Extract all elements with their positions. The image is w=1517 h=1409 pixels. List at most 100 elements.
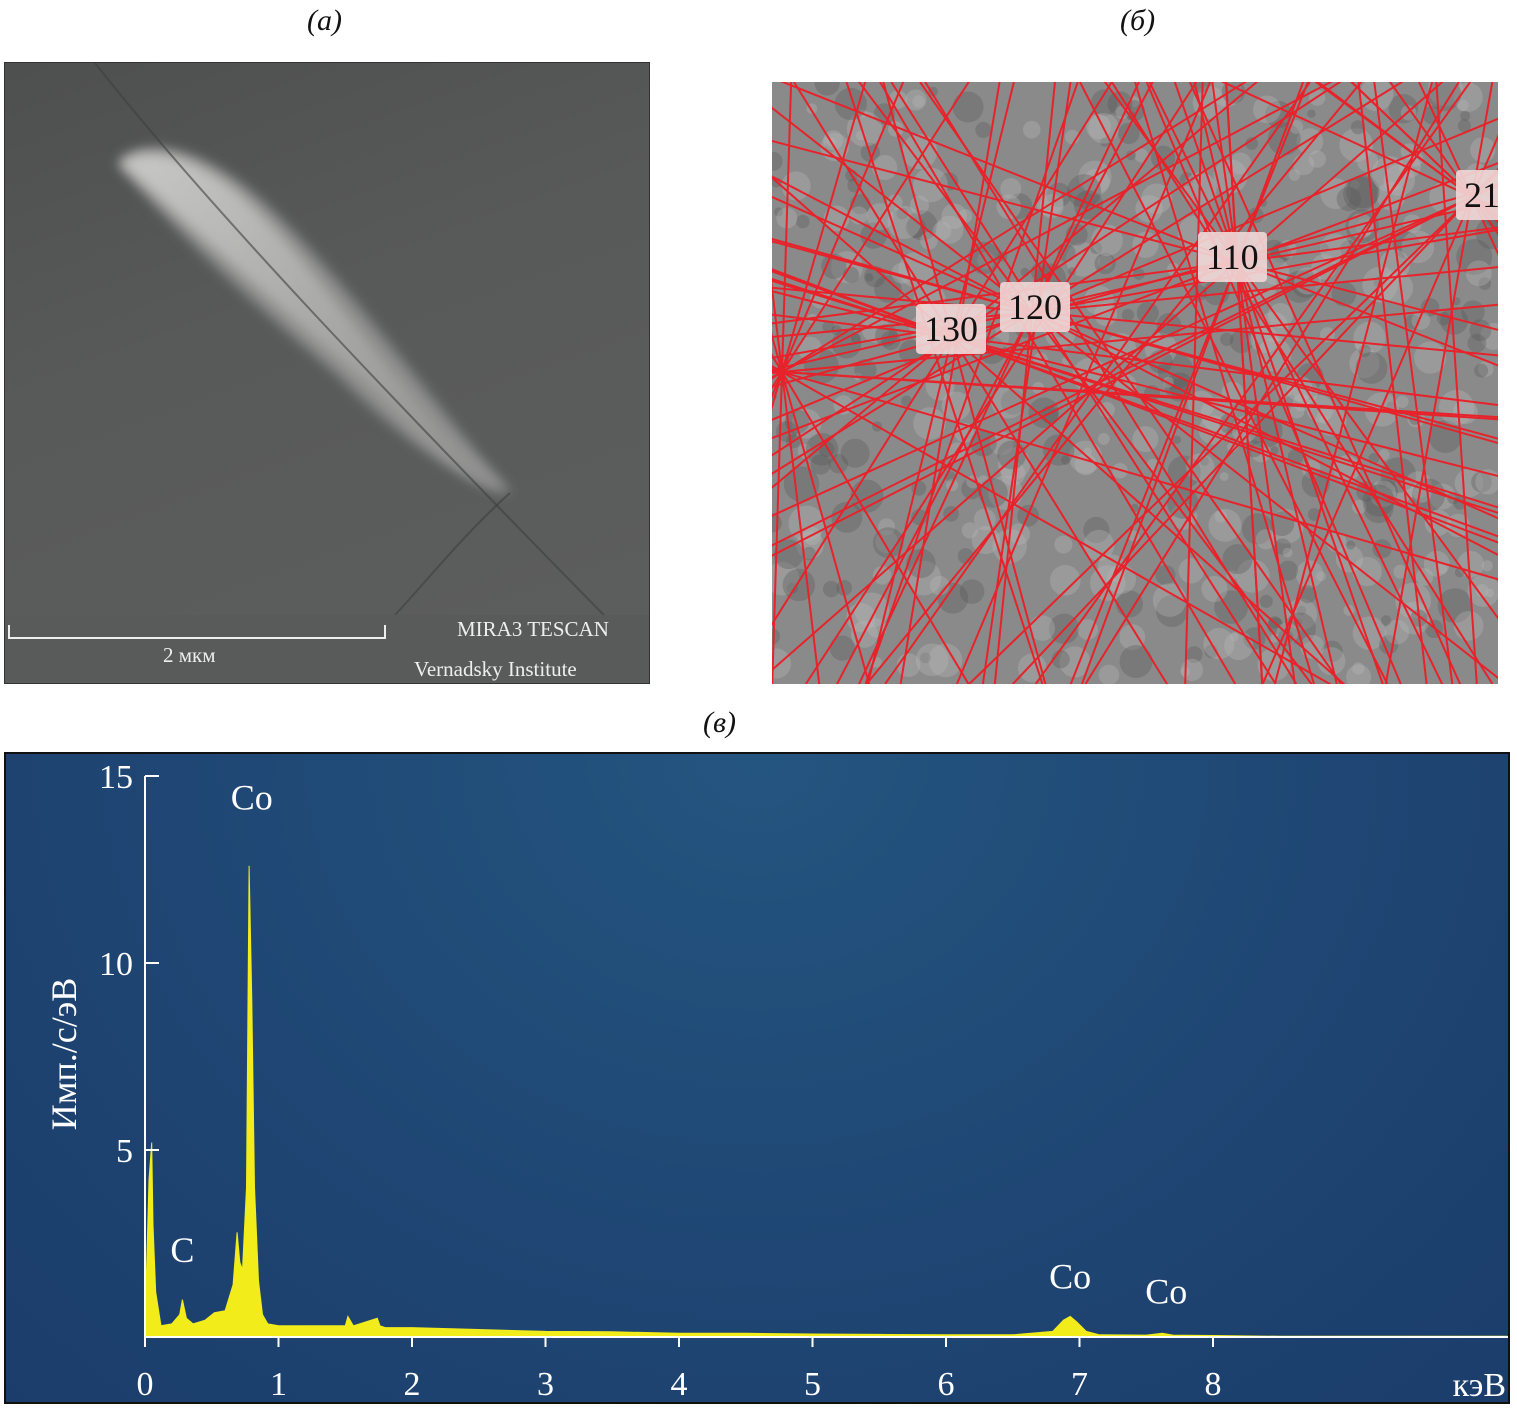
kikuchi-band-line bbox=[1110, 82, 1494, 684]
noise-speck bbox=[1213, 159, 1248, 194]
noise-speck bbox=[1321, 640, 1343, 663]
kikuchi-band-line bbox=[1273, 82, 1433, 684]
noise-speck bbox=[901, 133, 938, 170]
noise-speck bbox=[1355, 351, 1388, 384]
x-tick-label: 8 bbox=[1205, 1366, 1222, 1403]
noise-speck bbox=[1282, 547, 1293, 558]
institute-label: Vernadsky Institute bbox=[414, 657, 577, 681]
noise-speck bbox=[1000, 178, 1022, 199]
noise-speck bbox=[913, 407, 946, 440]
noise-speck bbox=[913, 167, 948, 203]
noise-speck bbox=[822, 580, 840, 598]
noise-speck bbox=[1134, 148, 1149, 163]
x-tick-label: 4 bbox=[671, 1366, 688, 1403]
noise-speck bbox=[1178, 557, 1205, 584]
noise-speck bbox=[1352, 499, 1367, 515]
kikuchi-band-line bbox=[1357, 82, 1428, 684]
noise-speck bbox=[1346, 540, 1356, 550]
noise-speck bbox=[1289, 403, 1305, 419]
noise-speck bbox=[772, 561, 800, 596]
noise-speck bbox=[1269, 511, 1295, 537]
noise-speck bbox=[1437, 588, 1473, 623]
noise-speck bbox=[872, 566, 892, 585]
noise-speck bbox=[1259, 594, 1273, 608]
noise-speck bbox=[1386, 401, 1395, 410]
noise-speck bbox=[850, 333, 862, 344]
kikuchi-band-line bbox=[772, 82, 1248, 380]
noise-speck bbox=[1453, 82, 1483, 112]
noise-speck bbox=[1172, 435, 1182, 444]
noise-speck bbox=[1152, 583, 1187, 617]
y-tick-label: 10 bbox=[99, 946, 133, 983]
noise-speck bbox=[1097, 254, 1113, 270]
noise-speck bbox=[814, 82, 840, 96]
noise-speck bbox=[1396, 395, 1409, 408]
scale-label: 2 мкм bbox=[163, 643, 216, 667]
noise-speck bbox=[846, 111, 883, 147]
peak-label: Co bbox=[1145, 1271, 1187, 1311]
noise-speck bbox=[1380, 615, 1392, 626]
noise-speck bbox=[1090, 89, 1118, 117]
x-tick-label: 6 bbox=[938, 1366, 955, 1403]
noise-speck bbox=[1307, 109, 1316, 118]
noise-speck bbox=[1346, 664, 1372, 684]
noise-speck bbox=[1083, 529, 1115, 561]
kikuchi-band-line bbox=[981, 82, 1072, 684]
noise-speck bbox=[823, 130, 844, 151]
noise-speck bbox=[1274, 538, 1291, 555]
noise-speck bbox=[912, 95, 925, 108]
noise-speck bbox=[952, 91, 984, 123]
kikuchi-band-line bbox=[1435, 82, 1478, 684]
x-tick-label: 3 bbox=[537, 1366, 554, 1403]
noise-speck bbox=[1467, 333, 1487, 353]
noise-speck bbox=[1267, 303, 1294, 329]
zone-label-110: 110 bbox=[1198, 232, 1267, 282]
kikuchi-band-line bbox=[1184, 82, 1204, 684]
noise-speck bbox=[920, 231, 938, 250]
y-tick-label: 5 bbox=[116, 1133, 133, 1170]
noise-speck bbox=[1208, 508, 1242, 542]
noise-speck bbox=[1457, 119, 1471, 133]
noise-speck bbox=[1435, 562, 1448, 574]
noise-speck bbox=[1352, 662, 1365, 675]
noise-speck bbox=[1456, 239, 1493, 275]
noise-speck bbox=[872, 154, 898, 181]
kikuchi-bands bbox=[772, 82, 1498, 684]
noise-speck bbox=[773, 539, 804, 570]
noise-speck bbox=[829, 635, 855, 661]
kikuchi-band-line bbox=[879, 82, 1237, 684]
noise-speck bbox=[1214, 510, 1228, 523]
kikuchi-band-line bbox=[845, 82, 1044, 684]
noise-speck bbox=[1474, 363, 1489, 378]
scale-bar bbox=[8, 625, 386, 639]
noise-speck bbox=[1465, 260, 1492, 287]
noise-speck bbox=[1060, 455, 1071, 465]
noise-speck bbox=[1440, 306, 1469, 335]
x-tick-label: 1 bbox=[270, 1366, 287, 1403]
kikuchi-band-line bbox=[864, 82, 1079, 684]
noise-speck bbox=[872, 527, 904, 559]
noise-speck bbox=[860, 222, 887, 249]
noise-speck bbox=[1292, 153, 1315, 176]
spectrum-svg: 0 1 2 3 4 5 6 7 8 5 10 15 C Co Co Co кэВ Имп./с/эВ bbox=[44, 759, 1508, 1404]
noise-speck bbox=[1229, 152, 1252, 175]
noise-speck bbox=[772, 151, 783, 171]
noise-speck bbox=[1308, 150, 1326, 168]
noise-speck bbox=[802, 546, 816, 561]
kikuchi-band-line bbox=[924, 82, 1298, 684]
peak-label: Co bbox=[1049, 1256, 1091, 1296]
eds-spectrum-chart: 0 1 2 3 4 5 6 7 8 5 10 15 C Co Co Co кэВ Имп./с/эВ bbox=[4, 752, 1510, 1404]
noise-speck bbox=[1236, 559, 1270, 593]
noise-speck bbox=[1350, 120, 1365, 135]
noise-speck bbox=[1353, 321, 1386, 354]
noise-speck bbox=[1331, 281, 1357, 307]
noise-speck bbox=[1336, 186, 1362, 212]
y-axis-label: Имп./с/эВ bbox=[44, 978, 84, 1131]
noise-speck bbox=[975, 121, 992, 139]
noise-speck bbox=[1230, 632, 1239, 642]
noise-speck bbox=[1224, 631, 1254, 661]
noise-speck bbox=[1265, 100, 1293, 129]
noise-speck bbox=[1453, 610, 1484, 641]
noise-speck bbox=[1485, 588, 1495, 598]
kikuchi-band-line bbox=[1145, 82, 1402, 684]
